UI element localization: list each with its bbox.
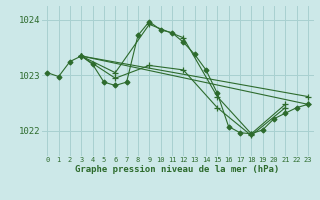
X-axis label: Graphe pression niveau de la mer (hPa): Graphe pression niveau de la mer (hPa) <box>76 165 280 174</box>
